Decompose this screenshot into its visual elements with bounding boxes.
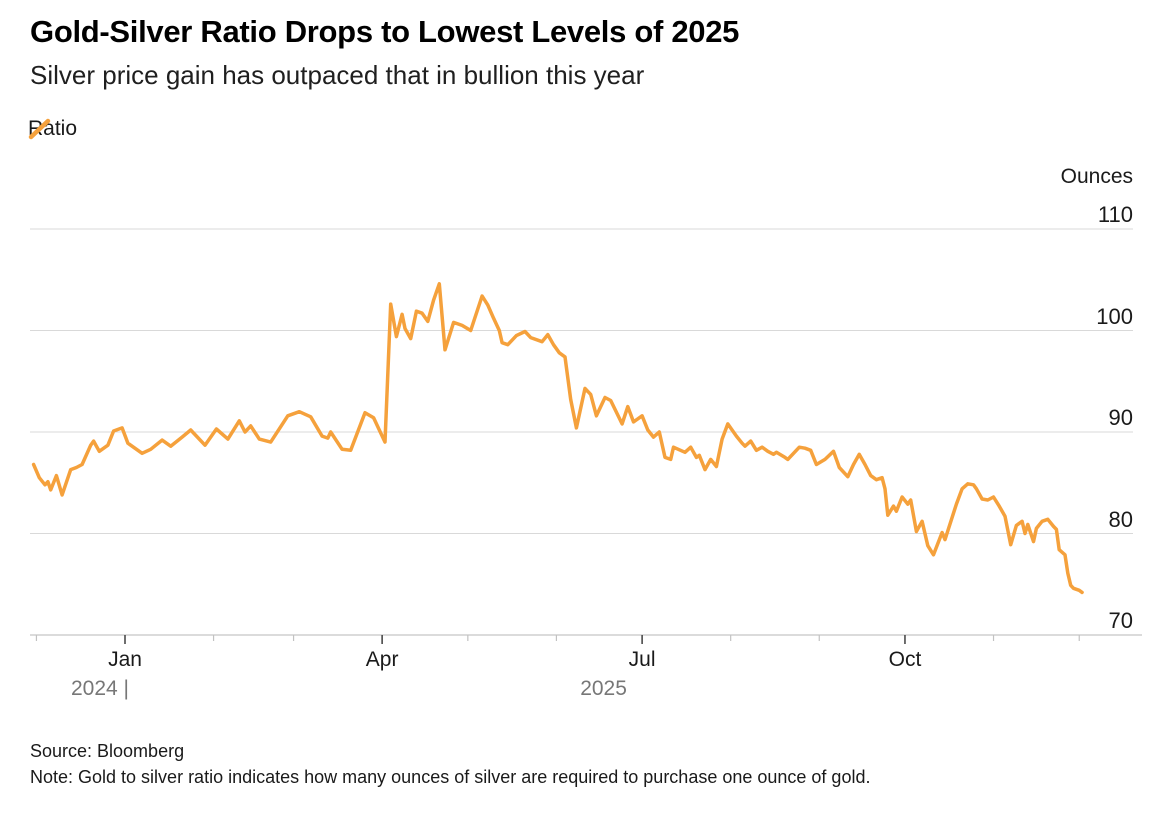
legend: Ratio — [28, 117, 77, 141]
page-title: Gold-Silver Ratio Drops to Lowest Levels… — [30, 14, 740, 49]
y-axis-tick-label-80: 80 — [1108, 506, 1133, 532]
x-axis-year-label-2025: 2025 — [580, 677, 627, 700]
y-axis-unit-label: Ounces — [1060, 165, 1133, 188]
y-axis-tick-label-110: 110 — [1097, 202, 1133, 227]
source-text: Source: Bloomberg — [30, 741, 185, 761]
y-axis-tick-label-90: 90 — [1108, 405, 1133, 430]
y-axis-tick-label-100: 100 — [1096, 303, 1133, 329]
page-subtitle: Silver price gain has outpaced that in b… — [30, 60, 645, 90]
x-axis-month-label-oct: Oct — [888, 648, 922, 671]
x-axis-month-label-apr: Apr — [365, 648, 399, 671]
note-text: Note: Gold to silver ratio indicates how… — [30, 767, 871, 787]
x-axis-month-label-jan: Jan — [108, 648, 142, 671]
x-axis-month-label-jul: Jul — [628, 648, 656, 671]
legend-series-label: Ratio — [28, 117, 78, 140]
x-axis-year-label-2024: 2024 | — [70, 677, 129, 700]
y-axis-tick-label-70: 70 — [1108, 608, 1133, 633]
ratio-line-series — [31, 282, 1084, 595]
legend-line-swatch-icon — [28, 118, 51, 140]
